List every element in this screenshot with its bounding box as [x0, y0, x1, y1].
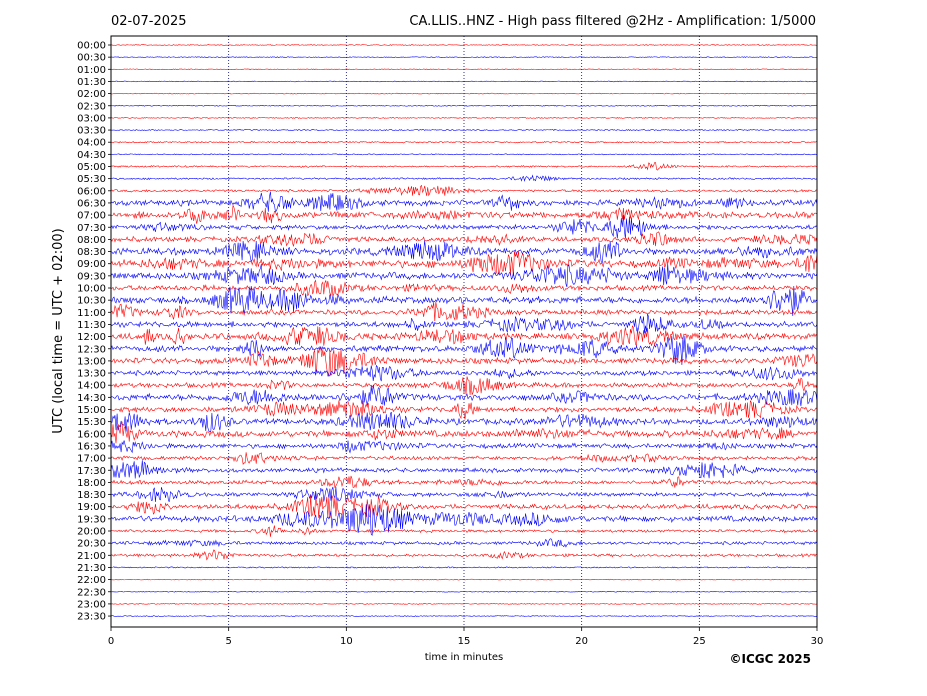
y-tick-label: 22:00 [77, 575, 106, 586]
y-tick-label: 23:30 [77, 612, 106, 623]
x-tick-label: 15 [458, 636, 471, 647]
y-tick-label: 14:30 [77, 393, 106, 404]
trace-row-1030 [110, 285, 818, 317]
y-tick-label: 02:00 [77, 89, 106, 100]
y-tick-label: 09:00 [77, 259, 106, 270]
y-tick-label: 02:30 [77, 101, 106, 112]
y-tick-label: 13:00 [77, 356, 106, 367]
trace-row-1300 [110, 346, 818, 377]
y-tick-label: 11:00 [77, 308, 106, 319]
y-tick-label: 04:00 [77, 138, 106, 149]
y-tick-label: 08:00 [77, 235, 106, 246]
y-tick-label: 05:30 [77, 174, 106, 185]
y-tick-label: 21:30 [77, 563, 106, 574]
x-axis-label: time in minutes [425, 652, 504, 663]
chart-date: 02-07-2025 [111, 14, 187, 29]
y-tick-label: 05:00 [77, 162, 106, 173]
y-tick-label: 07:30 [77, 223, 106, 234]
y-tick-label: 20:30 [77, 539, 106, 550]
trace-row-0700 [110, 204, 818, 224]
y-tick-label: 03:30 [77, 126, 106, 137]
trace-row-1130 [110, 313, 818, 334]
trace-row-1530 [110, 411, 818, 432]
y-tick-label: 19:30 [77, 514, 106, 525]
y-tick-label: 06:00 [77, 186, 106, 197]
x-tick-label: 20 [575, 636, 588, 647]
y-tick-label: 12:30 [77, 344, 106, 355]
y-tick-label: 03:00 [77, 113, 106, 124]
y-tick-label: 23:00 [77, 599, 106, 610]
y-tick-label: 22:30 [77, 587, 106, 598]
copyright-text: ©ICGC 2025 [729, 652, 811, 666]
x-tick-label: 0 [108, 636, 114, 647]
y-tick-label: 17:00 [77, 454, 106, 465]
y-tick-label: 18:00 [77, 478, 106, 489]
y-tick-label: 09:30 [77, 271, 106, 282]
y-tick-label: 04:30 [77, 150, 106, 161]
y-tick-label: 14:00 [77, 381, 106, 392]
x-tick-label: 5 [225, 636, 231, 647]
y-tick-label: 17:30 [77, 466, 106, 477]
vertical-gridlines [228, 36, 700, 627]
y-tick-label: 21:00 [77, 551, 106, 562]
y-tick-label: 07:00 [77, 211, 106, 222]
y-tick-label: 00:00 [77, 41, 106, 52]
y-tick-label: 13:30 [77, 369, 106, 380]
trace-row-0430 [110, 153, 818, 156]
y-tick-label: 18:30 [77, 490, 106, 501]
y-tick-label: 20:00 [77, 527, 106, 538]
y-tick-label: 01:00 [77, 65, 106, 76]
y-tick-label: 11:30 [77, 320, 106, 331]
y-tick-label: 16:00 [77, 429, 106, 440]
trace-row-1400 [110, 376, 818, 395]
trace-row-2030 [110, 538, 818, 548]
trace-row-0600 [110, 184, 818, 197]
y-tick-label: 12:00 [77, 332, 106, 343]
chart-title: CA.LLIS..HNZ - High pass filtered @2Hz -… [409, 14, 816, 29]
trace-row-1630 [110, 440, 818, 454]
y-tick-label: 19:00 [77, 502, 106, 513]
y-tick-label: 10:00 [77, 284, 106, 295]
y-axis-label: UTC (local time = UTC + 02:00) [51, 228, 66, 433]
trace-row-1900 [110, 494, 818, 519]
y-tick-label: 08:30 [77, 247, 106, 258]
plot-frame [110, 35, 818, 628]
trace-row-1700 [110, 452, 818, 466]
y-tick-label: 15:30 [77, 417, 106, 428]
x-axis: 0 5 10 15 20 25 30 [108, 627, 824, 647]
x-tick-label: 25 [693, 636, 706, 647]
y-tick-label: 00:30 [77, 53, 106, 64]
y-tick-label: 16:30 [77, 441, 106, 452]
trace-row-1600 [110, 421, 818, 444]
y-tick-label: 01:30 [77, 77, 106, 88]
x-tick-label: 10 [340, 636, 353, 647]
x-tick-label: 30 [811, 636, 824, 647]
y-tick-label: 15:00 [77, 405, 106, 416]
y-tick-label: 06:30 [77, 198, 106, 209]
y-tick-label: 10:30 [77, 296, 106, 307]
trace-row-0530 [110, 174, 818, 182]
